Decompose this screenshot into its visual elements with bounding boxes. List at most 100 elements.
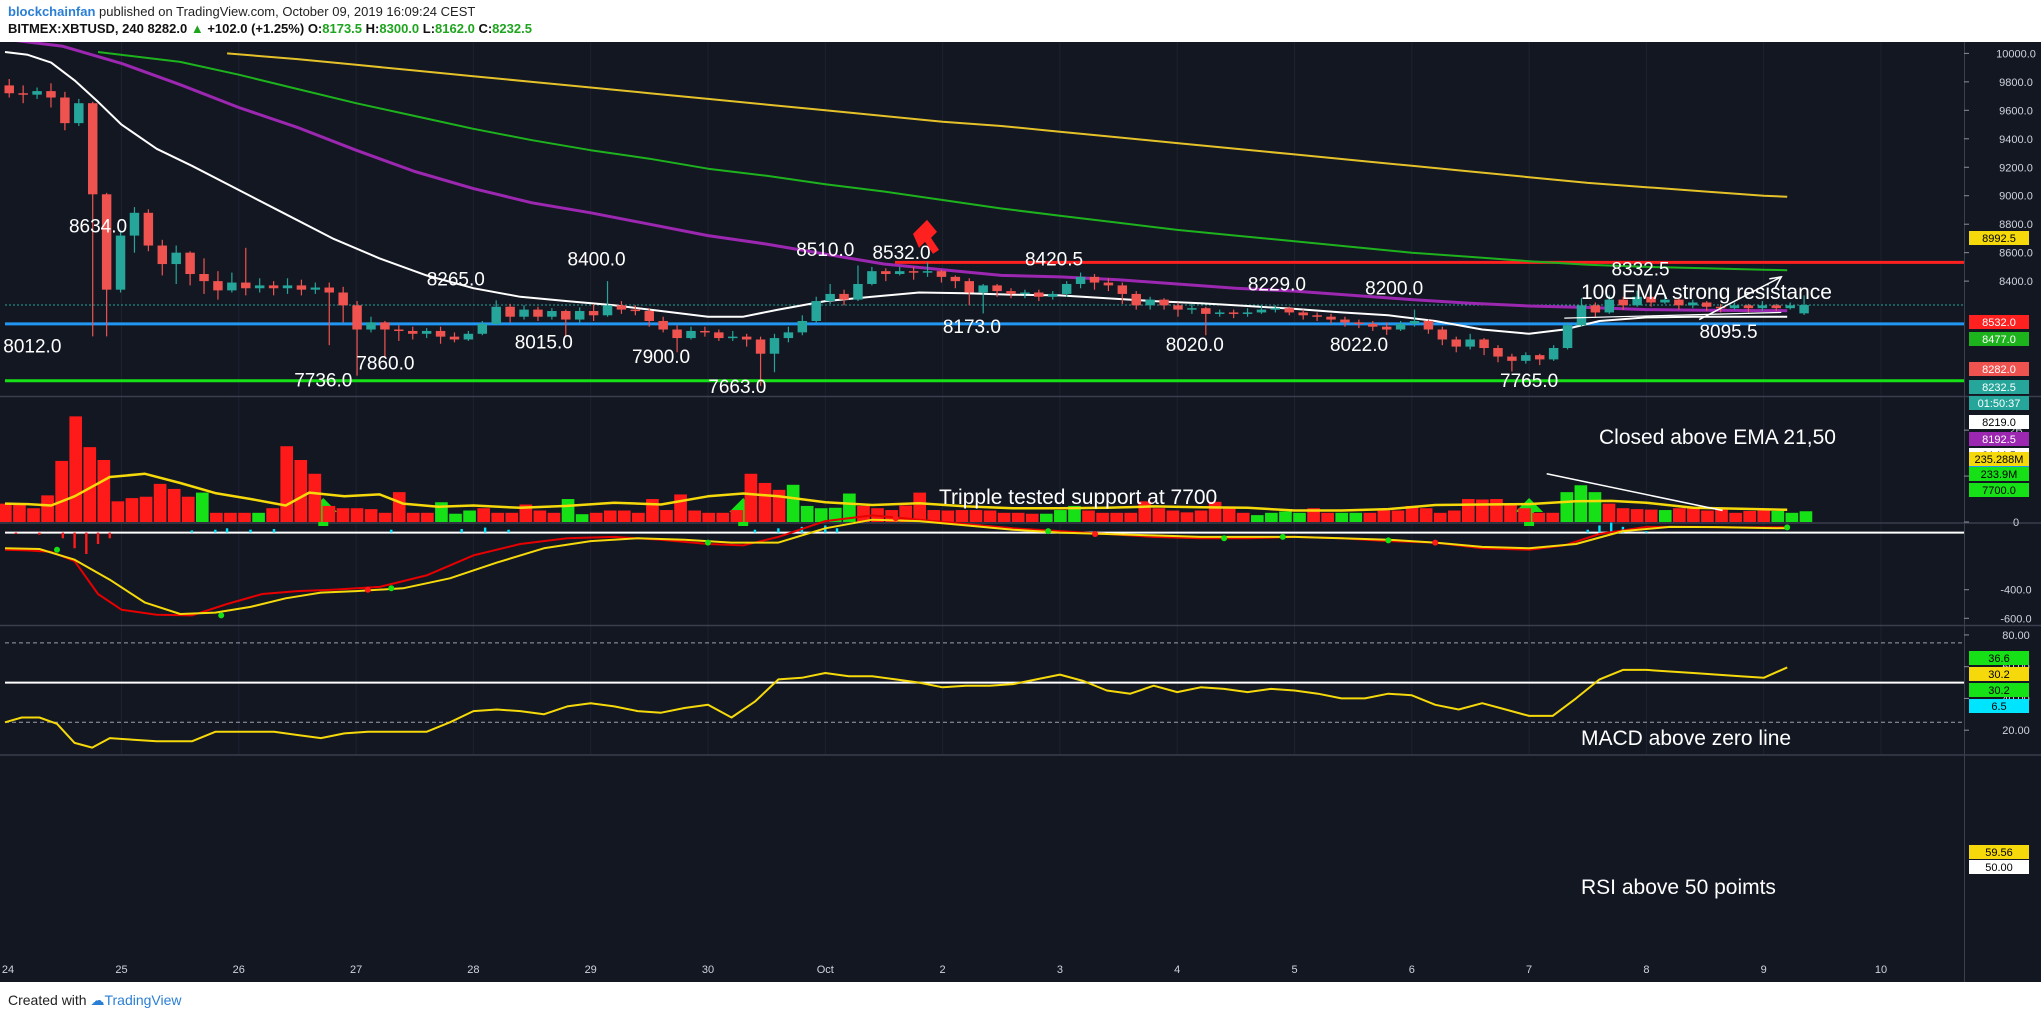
- volume-bar[interactable]: [505, 512, 519, 522]
- volume-bar[interactable]: [589, 512, 603, 522]
- candle[interactable]: [950, 275, 961, 289]
- volume-bar[interactable]: [1799, 511, 1813, 522]
- volume-bar[interactable]: [885, 510, 898, 522]
- volume-bar[interactable]: [772, 489, 786, 522]
- trading-chart[interactable]: 8634.08012.07736.07860.08265.08015.08400…: [0, 42, 2041, 982]
- volume-bar[interactable]: [646, 499, 659, 522]
- candle[interactable]: [1201, 306, 1211, 336]
- volume-bar[interactable]: [1222, 508, 1236, 522]
- candle[interactable]: [129, 207, 140, 253]
- volume-bar[interactable]: [1096, 512, 1109, 522]
- volume-bar[interactable]: [55, 460, 68, 522]
- candle[interactable]: [4, 79, 14, 98]
- candle[interactable]: [505, 303, 515, 323]
- candle[interactable]: [101, 192, 112, 337]
- volume-bar[interactable]: [1363, 512, 1377, 522]
- volume-bar[interactable]: [716, 512, 730, 522]
- volume-bar[interactable]: [1236, 512, 1250, 522]
- candle[interactable]: [60, 91, 70, 131]
- volume-bar[interactable]: [997, 512, 1011, 522]
- candle[interactable]: [1020, 289, 1030, 299]
- volume-bar[interactable]: [1293, 512, 1306, 522]
- volume-bar[interactable]: [252, 512, 265, 522]
- candle[interactable]: [18, 85, 28, 104]
- volume-bar[interactable]: [1025, 513, 1039, 522]
- candle[interactable]: [394, 325, 404, 341]
- rsi-pane[interactable]: [4, 642, 1964, 749]
- candle[interactable]: [547, 308, 557, 320]
- volume-bar[interactable]: [1039, 513, 1053, 522]
- volume-bar[interactable]: [1658, 510, 1672, 522]
- candle[interactable]: [741, 333, 752, 347]
- volume-bar[interactable]: [1180, 512, 1194, 522]
- volume-bar[interactable]: [1504, 503, 1517, 522]
- candle[interactable]: [1312, 312, 1322, 321]
- candle[interactable]: [1034, 289, 1044, 302]
- author-link[interactable]: blockchainfan: [8, 4, 96, 19]
- candle[interactable]: [1103, 278, 1114, 292]
- volume-bar[interactable]: [392, 492, 406, 522]
- volume-bar[interactable]: [1419, 508, 1433, 522]
- candle[interactable]: [769, 333, 780, 373]
- candle[interactable]: [1187, 303, 1197, 314]
- volume-bar[interactable]: [336, 508, 350, 522]
- volume-bar[interactable]: [1265, 512, 1278, 522]
- volume-bar[interactable]: [1574, 485, 1588, 522]
- candle[interactable]: [408, 326, 418, 340]
- candle[interactable]: [1075, 272, 1086, 289]
- candle[interactable]: [477, 320, 488, 336]
- candle[interactable]: [1423, 319, 1434, 334]
- candle[interactable]: [574, 307, 585, 323]
- volume-bar[interactable]: [730, 510, 744, 522]
- candle[interactable]: [922, 262, 933, 277]
- candle[interactable]: [811, 296, 821, 323]
- volume-bar[interactable]: [280, 446, 294, 522]
- candle[interactable]: [1270, 305, 1281, 313]
- volume-bar[interactable]: [533, 510, 547, 522]
- candle[interactable]: [992, 283, 1002, 297]
- volume-bar[interactable]: [1335, 512, 1349, 522]
- volume-bar[interactable]: [1588, 492, 1602, 522]
- volume-bar[interactable]: [1250, 515, 1264, 522]
- candle[interactable]: [1437, 326, 1448, 346]
- volume-bar[interactable]: [238, 512, 251, 522]
- candle[interactable]: [143, 209, 154, 252]
- candle[interactable]: [1479, 338, 1489, 356]
- volume-bar[interactable]: [167, 488, 181, 522]
- volume-bar[interactable]: [491, 512, 505, 522]
- candle[interactable]: [686, 326, 696, 340]
- volume-bar[interactable]: [561, 499, 575, 522]
- volume-bar[interactable]: [1152, 508, 1166, 522]
- volume-bar[interactable]: [1011, 512, 1025, 522]
- candle[interactable]: [602, 281, 613, 317]
- candle[interactable]: [421, 328, 432, 339]
- volume-bar[interactable]: [913, 492, 927, 522]
- candle[interactable]: [1214, 309, 1225, 317]
- volume-bar[interactable]: [1433, 512, 1447, 522]
- candle[interactable]: [908, 266, 919, 280]
- volume-bar[interactable]: [1546, 512, 1560, 522]
- volume-bar[interactable]: [1279, 511, 1292, 522]
- candle[interactable]: [1799, 295, 1809, 316]
- volume-bar[interactable]: [1447, 510, 1461, 522]
- volume-bar[interactable]: [224, 512, 237, 522]
- volume-bar[interactable]: [857, 505, 870, 522]
- volume-bar[interactable]: [139, 496, 153, 522]
- candle[interactable]: [1535, 353, 1545, 366]
- candle[interactable]: [1590, 302, 1601, 317]
- volume-bar[interactable]: [195, 492, 209, 522]
- volume-bar[interactable]: [463, 510, 476, 522]
- volume-bar[interactable]: [969, 510, 983, 522]
- volume-bar[interactable]: [1068, 505, 1081, 522]
- candle[interactable]: [46, 83, 56, 108]
- candle[interactable]: [964, 278, 975, 306]
- volume-bar[interactable]: [1405, 505, 1419, 522]
- tradingview-brand[interactable]: TradingView: [104, 992, 182, 1008]
- candle[interactable]: [1743, 303, 1754, 313]
- candle[interactable]: [797, 315, 808, 336]
- candle[interactable]: [1173, 302, 1183, 317]
- candle[interactable]: [1507, 353, 1517, 372]
- candle[interactable]: [1228, 309, 1239, 319]
- candle[interactable]: [825, 283, 835, 304]
- volume-bar[interactable]: [1476, 499, 1489, 522]
